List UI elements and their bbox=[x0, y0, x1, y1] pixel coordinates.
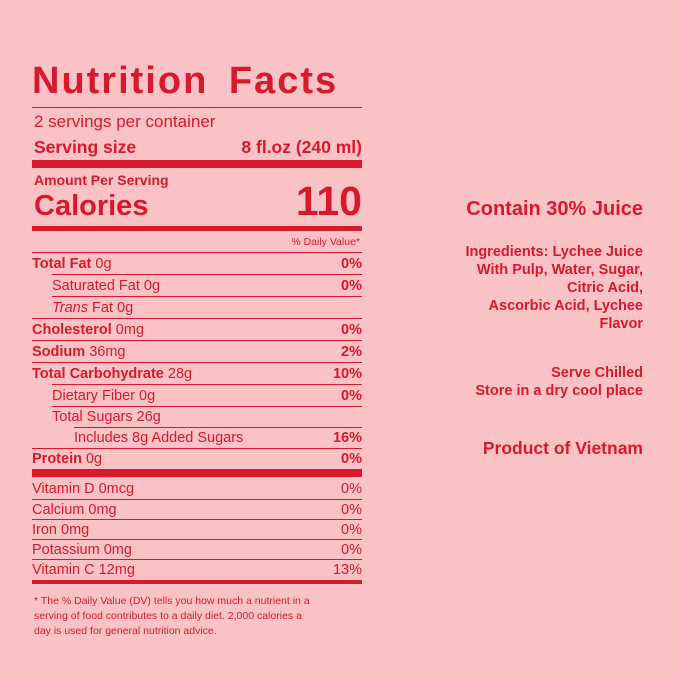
title: Nutrition Facts bbox=[32, 60, 362, 103]
thick-rule bbox=[32, 580, 362, 584]
storage: Serve Chilled Store in a dry cool place bbox=[475, 364, 643, 400]
amount: 0g bbox=[85, 451, 103, 467]
dv: 0% bbox=[341, 521, 362, 538]
serving-size-label: Serving size bbox=[34, 137, 137, 157]
storage-line: Serve Chilled bbox=[551, 365, 643, 381]
ingredients: Ingredients: Lychee Juice With Pulp, Wat… bbox=[465, 243, 643, 333]
nutrient: Protein bbox=[32, 451, 82, 467]
servings: 2 servings per container bbox=[34, 112, 216, 131]
title-text: Nutrition Facts bbox=[32, 60, 339, 102]
ingredients-line: Citric Acid, bbox=[566, 280, 643, 296]
calories-value: 110 bbox=[295, 178, 362, 224]
footnote-line: serving of food contributes to a daily d… bbox=[34, 610, 302, 622]
storage-line: Store in a dry cool place bbox=[475, 383, 643, 399]
nutrient-row: Dietary Fiber 0g 0% bbox=[52, 384, 362, 406]
nutrient-row: Saturated Fat 0g 0% bbox=[52, 274, 362, 296]
nutrient-row: Includes 8g Added Sugars 16% bbox=[74, 427, 362, 448]
nutrition-label: Nutrition Facts 2 servings per container… bbox=[32, 0, 362, 679]
dv: 10% bbox=[332, 365, 362, 382]
nutrient-row: Total Fat 0g 0% bbox=[32, 252, 362, 274]
amount: 28g bbox=[167, 365, 193, 382]
footnote-line: day is used for general nutrition advice… bbox=[34, 625, 217, 637]
vitamin-row: Iron 0mg 0% bbox=[32, 519, 362, 539]
origin: Product of Vietnam bbox=[482, 438, 643, 458]
thick-rule bbox=[32, 469, 362, 477]
vitamin: Iron 0mg bbox=[32, 521, 90, 538]
ingredients-line: Flavor bbox=[599, 316, 643, 332]
nutrient-row: Protein 0g 0% bbox=[32, 448, 362, 469]
nutrient: Includes 8g Added Sugars bbox=[74, 430, 244, 446]
nutrient-row: Total Sugars 26g bbox=[52, 406, 362, 427]
dv-header: % Daily Value* bbox=[291, 236, 360, 248]
nutrient: Saturated Fat 0g bbox=[52, 277, 161, 294]
thick-rule bbox=[32, 160, 362, 168]
nutrient-row: Trans Fat 0g bbox=[52, 296, 362, 318]
amount: 0mg bbox=[115, 321, 145, 338]
dv: 13% bbox=[332, 562, 362, 578]
juice-claim: Contain 30% Juice bbox=[466, 198, 643, 220]
vitamin: Potassium 0mg bbox=[32, 541, 132, 558]
dv: 0% bbox=[341, 277, 362, 294]
dv: 0% bbox=[341, 501, 362, 518]
vitamin-row: Calcium 0mg 0% bbox=[32, 499, 362, 519]
thick-rule bbox=[32, 226, 362, 231]
dv: 0% bbox=[341, 387, 362, 404]
ingredients-line: With Pulp, Water, Sugar, bbox=[476, 262, 643, 278]
vitamin: Vitamin D 0mcg bbox=[32, 480, 135, 497]
nutrient: Dietary Fiber 0g bbox=[52, 387, 156, 404]
nutrient-row: Total Carbohydrate 28g 10% bbox=[32, 362, 362, 384]
nutrient: Total Carbohydrate bbox=[32, 365, 164, 382]
amount-per-serving: Amount Per Serving bbox=[34, 172, 169, 188]
vitamin-row: Vitamin C 12mg 13% bbox=[32, 559, 362, 580]
vitamin: Vitamin C 12mg bbox=[32, 562, 135, 578]
nutrient: Total Sugars 26g bbox=[52, 409, 161, 425]
nutrient-row: Sodium 36mg 2% bbox=[32, 340, 362, 362]
amount: 0g bbox=[95, 255, 112, 272]
vitamin-row: Potassium 0mg 0% bbox=[32, 539, 362, 559]
rule bbox=[32, 107, 362, 108]
serving-size-value: 8 fl.oz (240 ml) bbox=[241, 137, 362, 157]
nutrient-italic: Trans bbox=[52, 299, 88, 316]
ingredients-line: Ascorbic Acid, Lychee bbox=[488, 298, 643, 314]
dv: 0% bbox=[341, 255, 362, 272]
dv: 0% bbox=[341, 321, 362, 338]
nutrient: Sodium bbox=[32, 343, 86, 360]
nutrient-row: Cholesterol 0mg 0% bbox=[32, 318, 362, 340]
nutrient: Total Fat bbox=[32, 255, 92, 272]
dv: 0% bbox=[341, 451, 362, 467]
dv: 2% bbox=[341, 343, 362, 360]
footnote: * The % Daily Value (DV) tells you how m… bbox=[34, 594, 310, 639]
nutrient: Cholesterol bbox=[32, 321, 112, 338]
vitamin: Calcium 0mg bbox=[32, 501, 117, 518]
nutrient: Fat 0g bbox=[92, 299, 134, 316]
footnote-line: * The % Daily Value (DV) tells you how m… bbox=[34, 595, 310, 607]
dv: 0% bbox=[341, 480, 362, 497]
calories-label: Calories bbox=[34, 190, 149, 222]
ingredients-line: Ingredients: Lychee Juice bbox=[465, 244, 643, 260]
dv: 16% bbox=[332, 430, 362, 446]
dv: 0% bbox=[341, 541, 362, 558]
amount: 36mg bbox=[89, 343, 126, 360]
vitamin-row: Vitamin D 0mcg 0% bbox=[32, 478, 362, 499]
